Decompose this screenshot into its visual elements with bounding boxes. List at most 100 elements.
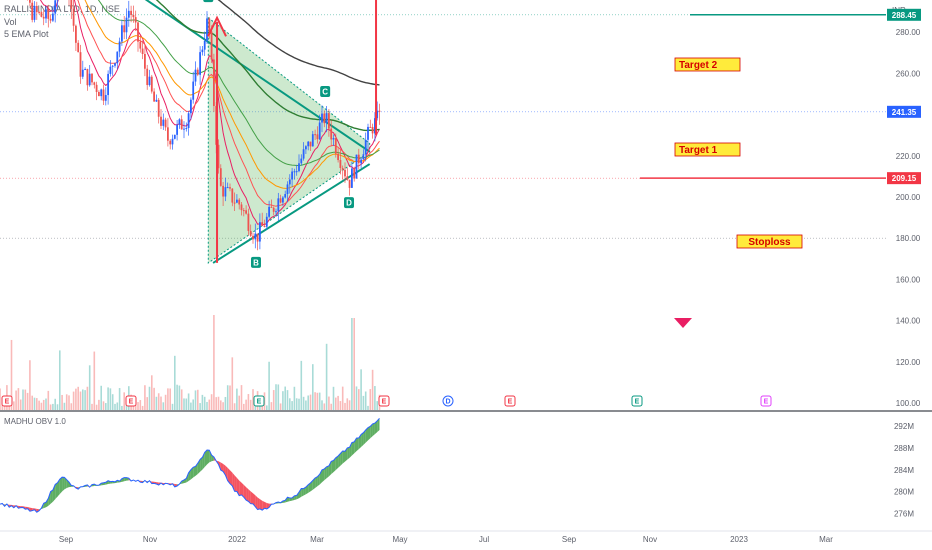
- candle-body: [247, 213, 250, 231]
- volume-bar: [144, 385, 146, 410]
- candle-body: [229, 187, 231, 189]
- time-axis-tick: Sep: [59, 535, 74, 544]
- candle-body: [298, 163, 300, 172]
- candle-body: [118, 41, 121, 52]
- candle-body: [311, 134, 314, 147]
- candle-body: [132, 14, 135, 18]
- obv-fill-segment: [64, 477, 67, 490]
- obv-fill-segment: [230, 470, 233, 486]
- candle-body: [378, 110, 381, 112]
- price-tag-bg: [887, 105, 921, 118]
- volume-bar: [309, 394, 312, 410]
- price-axis-tick: 100.00: [896, 399, 921, 408]
- price-axis-tick: 160.00: [896, 275, 921, 284]
- volume-bar: [270, 402, 273, 410]
- candle-body: [130, 10, 132, 15]
- time-axis-tick: 2023: [730, 535, 748, 544]
- volume-bar: [29, 360, 31, 410]
- volume-bar: [65, 394, 68, 410]
- target-2-label-box: [674, 57, 741, 72]
- volume-bar: [233, 403, 236, 410]
- volume-bar: [220, 400, 222, 410]
- candle-body: [146, 68, 149, 86]
- event-marker: E: [129, 399, 134, 406]
- volume-bar: [355, 386, 358, 410]
- obv-fill-segment: [59, 477, 63, 495]
- volume-bar: [111, 394, 114, 410]
- candle-body: [346, 176, 349, 180]
- price-tag: 288.45: [892, 11, 917, 20]
- volume-bar: [24, 389, 27, 410]
- volume-bar: [213, 315, 215, 410]
- candle-body: [332, 138, 335, 140]
- event-marker-bg: [1, 395, 13, 407]
- time-axis-tick: May: [392, 535, 407, 544]
- obv-fill-segment: [338, 453, 341, 468]
- obv-fill-segment: [354, 438, 357, 454]
- candle-body: [88, 73, 91, 86]
- point-label-d: D: [346, 199, 352, 208]
- obv-fill-segment: [248, 489, 251, 504]
- price-tag-bg: [887, 172, 921, 185]
- obv-fill-segment: [236, 477, 240, 496]
- candle-body: [242, 210, 245, 212]
- volume-bar: [208, 399, 211, 410]
- obv-fill-segment: [255, 495, 258, 510]
- candle-body: [293, 171, 296, 173]
- obv-fill-segment: [331, 460, 334, 475]
- volume-bar: [282, 391, 284, 410]
- volume-bar: [79, 391, 82, 410]
- volume-bar: [33, 397, 36, 410]
- obv-fill-segment: [365, 427, 368, 443]
- volume-bar: [217, 396, 220, 410]
- candle-body: [45, 9, 47, 19]
- obv-fill-segment: [207, 450, 210, 465]
- candle-body: [371, 127, 374, 134]
- candle-body: [240, 204, 243, 211]
- volume-bar: [369, 389, 372, 410]
- obv-fill-segment: [296, 492, 299, 500]
- candle-body: [121, 25, 123, 42]
- volume-bar: [238, 395, 240, 410]
- volume-bar: [91, 403, 93, 410]
- volume-bar: [187, 393, 190, 410]
- candle-body: [100, 89, 103, 97]
- volume-bar: [247, 394, 250, 410]
- candle-body: [178, 119, 181, 125]
- obv-fill-segment: [204, 450, 207, 467]
- volume-bar: [286, 390, 289, 410]
- obv-fill-segment: [372, 423, 375, 437]
- candle-body: [291, 171, 293, 180]
- candle-body: [295, 171, 298, 173]
- volume-bar: [344, 402, 346, 410]
- volume-bar: [346, 398, 349, 410]
- obv-fill-segment: [250, 491, 253, 504]
- obv-indicator-label: MADHU OBV 1.0: [4, 417, 66, 426]
- candle-body: [305, 146, 307, 150]
- candle-body: [141, 48, 144, 55]
- obv-fill-segment: [342, 450, 345, 464]
- obv-fill-segment: [257, 497, 260, 510]
- candle-body: [284, 194, 287, 198]
- volume-bar: [164, 394, 167, 410]
- obv-fill-segment: [356, 437, 359, 452]
- obv-fill-segment: [351, 441, 355, 456]
- volume-bar: [215, 397, 217, 410]
- candle-body: [173, 134, 176, 139]
- obv-fill-segment: [239, 480, 242, 496]
- volume-bar: [102, 401, 105, 410]
- obv-fill-segment: [303, 487, 306, 496]
- candle-body: [185, 128, 188, 130]
- obv-fill-segment: [301, 488, 304, 497]
- candle-body: [259, 222, 261, 242]
- volume-bar: [137, 402, 139, 410]
- candle-body: [196, 69, 199, 75]
- candle-body: [192, 81, 195, 100]
- moving-average-line: [155, 0, 380, 132]
- volume-bar: [61, 394, 63, 410]
- candle-body: [47, 9, 50, 19]
- volume-bar: [0, 388, 1, 410]
- obv-fill-segment: [335, 455, 339, 470]
- candle-body: [282, 197, 284, 203]
